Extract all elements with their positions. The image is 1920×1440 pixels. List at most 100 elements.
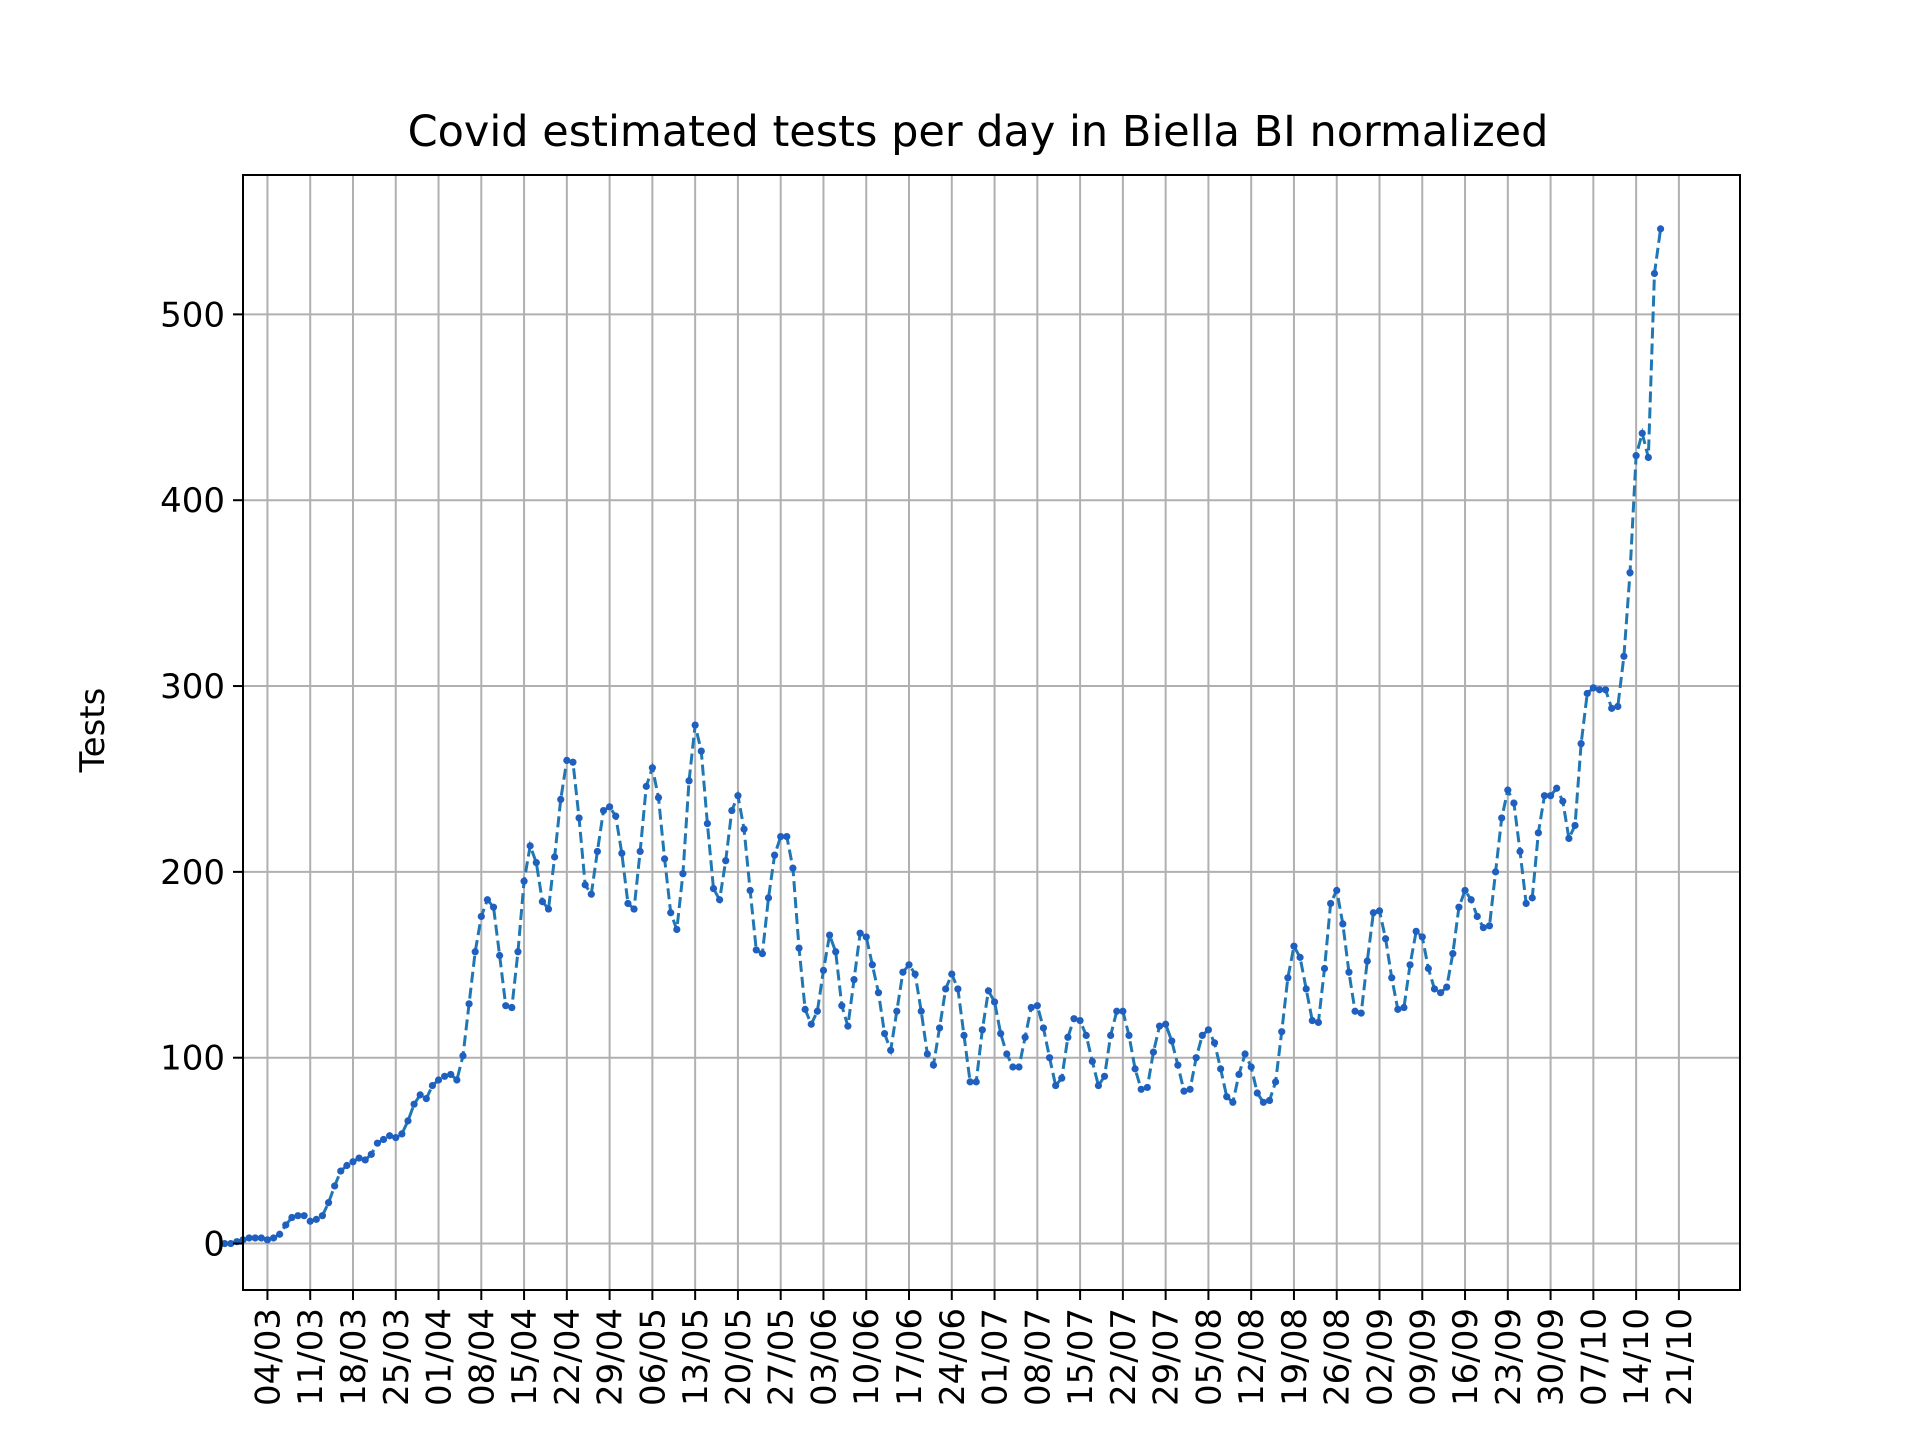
x-tick-label: 05/08 bbox=[1189, 1308, 1229, 1406]
data-point bbox=[1186, 1085, 1194, 1093]
data-point bbox=[911, 970, 919, 978]
data-point bbox=[770, 851, 779, 859]
data-point bbox=[1412, 927, 1420, 935]
data-point bbox=[862, 933, 870, 941]
data-point bbox=[1003, 1050, 1011, 1058]
data-point bbox=[893, 1007, 901, 1015]
x-tick-label: 22/04 bbox=[548, 1308, 588, 1406]
data-point bbox=[514, 948, 522, 956]
data-point bbox=[257, 1234, 265, 1242]
data-point bbox=[1302, 985, 1310, 993]
data-point bbox=[1608, 704, 1616, 712]
data-point bbox=[453, 1076, 461, 1084]
y-axis-label: Tests bbox=[73, 688, 113, 774]
grid-lines bbox=[243, 175, 1740, 1290]
data-point bbox=[1571, 821, 1579, 830]
data-point bbox=[1577, 740, 1585, 748]
data-point bbox=[807, 1020, 815, 1028]
data-point bbox=[1180, 1087, 1188, 1095]
data-point bbox=[489, 903, 498, 911]
data-point bbox=[508, 1003, 516, 1012]
x-tick-label: 21/10 bbox=[1660, 1308, 1700, 1406]
data-point bbox=[1449, 950, 1457, 958]
data-point bbox=[563, 756, 571, 764]
data-point bbox=[722, 857, 730, 865]
data-point bbox=[1534, 829, 1542, 837]
data-point bbox=[654, 793, 663, 802]
data-point bbox=[1632, 452, 1640, 460]
data-point bbox=[1131, 1065, 1139, 1073]
data-point bbox=[1082, 1031, 1090, 1040]
data-point bbox=[1485, 922, 1494, 930]
data-point bbox=[575, 814, 583, 822]
data-point bbox=[948, 970, 956, 978]
data-point bbox=[703, 819, 711, 828]
data-point bbox=[606, 803, 614, 811]
data-point bbox=[1357, 1009, 1365, 1017]
data-point bbox=[483, 896, 492, 904]
x-tick-label: 25/03 bbox=[377, 1308, 417, 1406]
data-point bbox=[312, 1215, 320, 1223]
data-point bbox=[685, 777, 693, 785]
data-point bbox=[1290, 942, 1298, 950]
data-point bbox=[355, 1154, 363, 1162]
data-point bbox=[1491, 868, 1500, 876]
data-point bbox=[1192, 1054, 1200, 1062]
data-point bbox=[1119, 1007, 1127, 1015]
x-tick-label: 11/03 bbox=[291, 1308, 331, 1406]
data-point bbox=[630, 905, 638, 913]
data-point bbox=[667, 909, 675, 917]
data-point bbox=[1217, 1065, 1225, 1073]
data-point bbox=[1253, 1089, 1261, 1097]
data-point bbox=[1076, 1016, 1084, 1025]
data-point bbox=[251, 1234, 259, 1242]
data-point bbox=[1265, 1096, 1274, 1105]
data-point bbox=[471, 948, 479, 956]
data-point bbox=[1204, 1026, 1213, 1034]
x-tick-label: 08/04 bbox=[462, 1308, 502, 1406]
x-tick-label: 12/08 bbox=[1232, 1308, 1272, 1406]
data-point bbox=[978, 1026, 986, 1034]
data-point bbox=[1583, 689, 1591, 698]
data-point bbox=[1626, 569, 1634, 577]
data-point bbox=[1595, 686, 1604, 694]
x-tick-label: 29/04 bbox=[591, 1308, 631, 1406]
data-point bbox=[477, 912, 485, 921]
data-point bbox=[1479, 924, 1487, 932]
data-point bbox=[612, 812, 620, 820]
y-tick-label: 200 bbox=[160, 853, 225, 893]
data-point bbox=[966, 1078, 974, 1086]
data-point bbox=[1058, 1074, 1066, 1082]
x-tick-label: 17/06 bbox=[890, 1308, 930, 1406]
data-point bbox=[1601, 686, 1610, 694]
data-point bbox=[1589, 684, 1597, 692]
data-point bbox=[1559, 797, 1567, 805]
data-point bbox=[1314, 1018, 1322, 1026]
data-point bbox=[954, 985, 962, 993]
data-point bbox=[880, 1029, 889, 1038]
y-tick-label: 0 bbox=[203, 1225, 225, 1265]
data-point bbox=[746, 886, 754, 895]
data-point bbox=[1467, 896, 1475, 904]
data-point bbox=[392, 1134, 400, 1142]
x-tick-label: 16/09 bbox=[1446, 1308, 1486, 1406]
x-tick-label: 08/07 bbox=[1018, 1308, 1058, 1406]
data-point bbox=[1174, 1061, 1182, 1069]
data-point bbox=[1162, 1020, 1170, 1028]
x-tick-label: 15/04 bbox=[505, 1308, 545, 1406]
data-point bbox=[673, 925, 681, 934]
data-point bbox=[1259, 1098, 1267, 1106]
x-tick-label: 14/10 bbox=[1617, 1308, 1657, 1406]
x-tick-label: 07/10 bbox=[1574, 1308, 1614, 1406]
data-point bbox=[459, 1052, 467, 1060]
data-point bbox=[1210, 1039, 1219, 1047]
data-point bbox=[1064, 1033, 1072, 1041]
data-point bbox=[923, 1050, 931, 1058]
data-point bbox=[801, 1005, 809, 1013]
y-tick-label: 400 bbox=[160, 481, 225, 521]
data-point bbox=[398, 1130, 406, 1138]
x-tick-label: 18/03 bbox=[334, 1308, 374, 1406]
data-point bbox=[642, 782, 650, 790]
data-point bbox=[1406, 961, 1414, 969]
data-point bbox=[960, 1031, 968, 1040]
